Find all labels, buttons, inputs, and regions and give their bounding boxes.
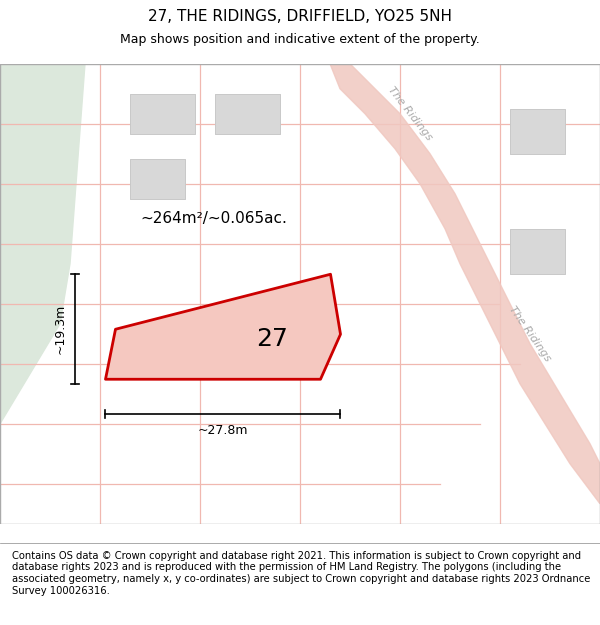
Text: ~19.3m: ~19.3m <box>54 304 67 354</box>
Text: 27: 27 <box>256 327 288 351</box>
Text: 27, THE RIDINGS, DRIFFIELD, YO25 5NH: 27, THE RIDINGS, DRIFFIELD, YO25 5NH <box>148 9 452 24</box>
Text: ~27.8m: ~27.8m <box>197 424 248 437</box>
Text: The Ridings: The Ridings <box>386 85 434 142</box>
Text: The Ridings: The Ridings <box>507 304 553 363</box>
Polygon shape <box>330 64 600 504</box>
Text: Contains OS data © Crown copyright and database right 2021. This information is : Contains OS data © Crown copyright and d… <box>12 551 590 596</box>
Text: ~264m²/~0.065ac.: ~264m²/~0.065ac. <box>140 211 287 226</box>
Polygon shape <box>0 64 85 424</box>
Text: Map shows position and indicative extent of the property.: Map shows position and indicative extent… <box>120 32 480 46</box>
